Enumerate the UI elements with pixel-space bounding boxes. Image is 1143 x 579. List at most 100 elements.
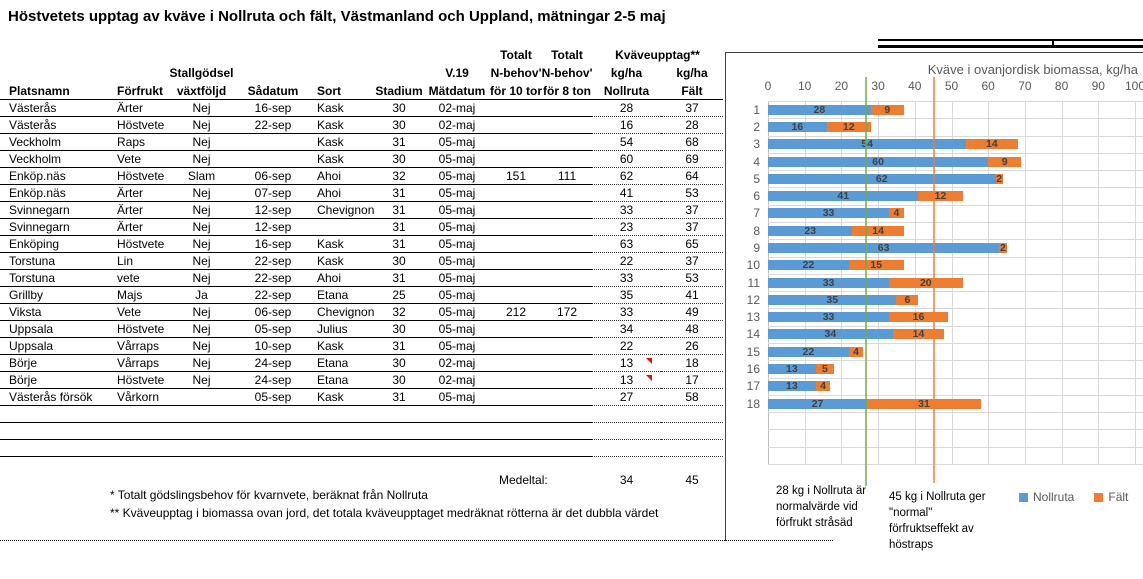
cell-sadatum[interactable]	[238, 440, 308, 457]
cell-forfrukt[interactable]: Höstvete	[108, 372, 165, 389]
bar-chart[interactable]: Kväve i ovanjordisk biomassa, kg/ha 0 10 2…	[725, 52, 1143, 551]
cell-forfrukt[interactable]: Höstvete	[108, 117, 165, 134]
cell-sadatum[interactable]: 22-sep	[238, 253, 308, 270]
cell-vaxtfoljd[interactable]	[165, 423, 238, 440]
cell-nollruta[interactable]: 60	[592, 151, 661, 168]
cell-nbehov10[interactable]: 151	[490, 168, 542, 185]
cell-stadium[interactable]: 31	[374, 185, 424, 202]
cell-platsnamn[interactable]: Veckholm	[0, 134, 108, 151]
cell-nbehov10[interactable]	[490, 117, 542, 134]
cell-platsnamn[interactable]: Torstuna	[0, 253, 108, 270]
cell-vaxtfoljd[interactable]: Nej	[165, 202, 238, 219]
cell-nbehov10[interactable]	[490, 151, 542, 168]
cell-falt[interactable]: 69	[661, 151, 723, 168]
cell-sadatum[interactable]: 06-sep	[238, 168, 308, 185]
header-matdatum[interactable]: Mätdatum	[424, 82, 490, 100]
cell-nbehov8[interactable]	[542, 355, 592, 372]
cell-vaxtfoljd[interactable]: Nej	[165, 219, 238, 236]
cell-platsnamn[interactable]: Torstuna	[0, 270, 108, 287]
cell-platsnamn[interactable]: Svinnegarn	[0, 219, 108, 236]
cell-platsnamn[interactable]: Uppsala	[0, 321, 108, 338]
cell-matdatum[interactable]	[424, 406, 490, 423]
cell-sort[interactable]: Chevignon	[308, 202, 374, 219]
cell-platsnamn[interactable]: Viksta	[0, 304, 108, 321]
cell-vaxtfoljd[interactable]	[165, 389, 238, 406]
cell-falt[interactable]: 37	[661, 219, 723, 236]
bar-nollruta-segment[interactable]	[768, 398, 868, 409]
bar-falt-segment[interactable]	[826, 121, 871, 132]
cell-nollruta[interactable]: 63	[592, 236, 661, 253]
cell-nbehov10[interactable]	[490, 253, 542, 270]
header-sadatum[interactable]: Sådatum	[238, 82, 308, 100]
cell-stadium[interactable]	[374, 440, 424, 457]
cell-nollruta[interactable]: 35	[592, 287, 661, 304]
cell-nbehov8[interactable]	[542, 423, 592, 440]
cell-nbehov10[interactable]	[490, 270, 542, 287]
cell-forfrukt[interactable]: Vårraps	[108, 355, 165, 372]
cell-matdatum[interactable]: 05-maj	[424, 202, 490, 219]
cell-vaxtfoljd[interactable]: Nej	[165, 117, 238, 134]
cell-sort[interactable]: Kask	[308, 236, 374, 253]
cell-sadatum[interactable]: 24-sep	[238, 372, 308, 389]
cell-falt[interactable]: 18	[661, 355, 723, 372]
header-totalt-8[interactable]: Totalt	[551, 48, 583, 62]
cell-falt[interactable]: 53	[661, 270, 723, 287]
cell-sort[interactable]: Ahoi	[308, 270, 374, 287]
cell-matdatum[interactable]	[424, 440, 490, 457]
cell-stadium[interactable]: 25	[374, 287, 424, 304]
cell-sort[interactable]: Etana	[308, 372, 374, 389]
bar-falt-segment[interactable]	[999, 242, 1007, 253]
chart-legend[interactable]: Nollruta Fält	[1019, 490, 1128, 504]
cell-forfrukt[interactable]: Höstvete	[108, 168, 165, 185]
bar-falt-segment[interactable]	[918, 191, 963, 202]
cell-falt[interactable]: 53	[661, 185, 723, 202]
cell-nollruta[interactable]: 41	[592, 185, 661, 202]
cell-stadium[interactable]: 30	[374, 100, 424, 117]
cell-nbehov8[interactable]	[542, 202, 592, 219]
cell-stadium[interactable]: 31	[374, 219, 424, 236]
cell-nbehov10[interactable]	[490, 219, 542, 236]
cell-nbehov10[interactable]	[490, 100, 542, 117]
cell-vaxtfoljd[interactable]	[165, 406, 238, 423]
bar-falt-segment[interactable]	[852, 225, 904, 236]
cell-stadium[interactable]	[374, 406, 424, 423]
medeltal-nollruta[interactable]: 34	[619, 472, 634, 487]
cell-forfrukt[interactable]: Vete	[108, 304, 165, 321]
cell-nollruta[interactable]: 27	[592, 389, 661, 406]
bar-falt-segment[interactable]	[896, 294, 919, 305]
cell-platsnamn[interactable]: Enköping	[0, 236, 108, 253]
cell-falt[interactable]: 28	[661, 117, 723, 134]
bar-nollruta-segment[interactable]	[768, 363, 816, 374]
cell-forfrukt[interactable]: Vårraps	[108, 338, 165, 355]
cell-falt[interactable]: 58	[661, 389, 723, 406]
header-kvaveupptag[interactable]: Kväveupptag**	[615, 48, 700, 62]
cell-stadium[interactable]: 32	[374, 304, 424, 321]
header-stallgodsel[interactable]: Stallgödsel	[169, 66, 234, 80]
cell-vaxtfoljd[interactable]: Nej	[165, 253, 238, 270]
cell-forfrukt[interactable]: Vårkorn	[108, 389, 165, 406]
annotation-45kg[interactable]: 45 kg i Nollruta ger "normal" förfruktseff…	[889, 489, 1014, 553]
cell-nollruta[interactable]: 62	[592, 168, 661, 185]
bar-nollruta-segment[interactable]	[768, 381, 816, 392]
cell-sort[interactable]	[308, 406, 374, 423]
cell-nbehov10[interactable]: 212	[490, 304, 542, 321]
bar-nollruta-segment[interactable]	[768, 156, 989, 167]
cell-vaxtfoljd[interactable]: Nej	[165, 355, 238, 372]
cell-sort[interactable]: Kask	[308, 117, 374, 134]
cell-nollruta[interactable]: 33	[592, 202, 661, 219]
cell-forfrukt[interactable]: Ärter	[108, 100, 165, 117]
bar-nollruta-segment[interactable]	[768, 173, 996, 184]
cell-stadium[interactable]: 30	[374, 372, 424, 389]
cell-vaxtfoljd[interactable]: Nej	[165, 236, 238, 253]
cell-vaxtfoljd[interactable]: Nej	[165, 151, 238, 168]
cell-nollruta[interactable]	[592, 406, 661, 423]
cell-nollruta[interactable]	[592, 423, 661, 440]
cell-sadatum[interactable]: 22-sep	[238, 270, 308, 287]
cell-forfrukt[interactable]: Majs	[108, 287, 165, 304]
header-falt[interactable]: Fält	[661, 82, 723, 100]
bar-nollruta-segment[interactable]	[768, 104, 871, 115]
bar-nollruta-segment[interactable]	[768, 294, 897, 305]
cell-falt[interactable]	[661, 406, 723, 423]
header-v19[interactable]: V.19	[445, 66, 469, 80]
header-nbehov-10[interactable]: N-behov'	[490, 66, 542, 80]
